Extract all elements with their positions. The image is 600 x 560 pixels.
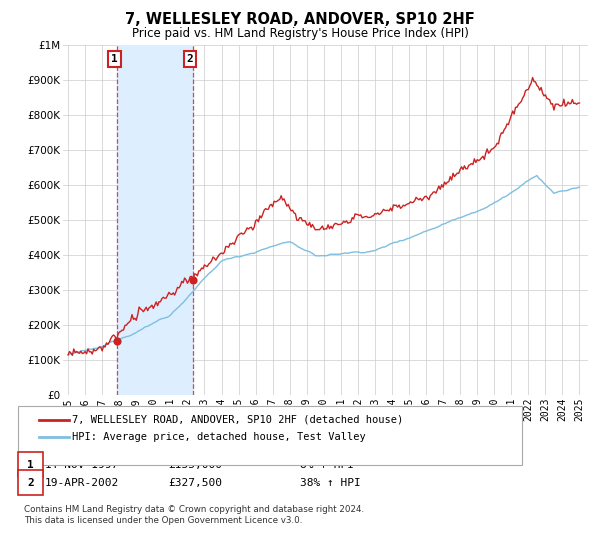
Text: HPI: Average price, detached house, Test Valley: HPI: Average price, detached house, Test…: [72, 432, 366, 442]
Text: 2: 2: [187, 54, 193, 64]
Text: 2: 2: [27, 478, 34, 488]
Text: 1: 1: [27, 460, 34, 470]
Text: 14-NOV-1997: 14-NOV-1997: [45, 460, 119, 470]
Text: Price paid vs. HM Land Registry's House Price Index (HPI): Price paid vs. HM Land Registry's House …: [131, 27, 469, 40]
Text: 38% ↑ HPI: 38% ↑ HPI: [300, 478, 361, 488]
Point: [112, 336, 122, 345]
Text: 1: 1: [111, 54, 118, 64]
Text: 19-APR-2002: 19-APR-2002: [45, 478, 119, 488]
Text: 7, WELLESLEY ROAD, ANDOVER, SP10 2HF: 7, WELLESLEY ROAD, ANDOVER, SP10 2HF: [125, 12, 475, 27]
Text: £155,000: £155,000: [168, 460, 222, 470]
Text: 8% ↑ HPI: 8% ↑ HPI: [300, 460, 354, 470]
Point: [188, 276, 197, 284]
Text: 7, WELLESLEY ROAD, ANDOVER, SP10 2HF (detached house): 7, WELLESLEY ROAD, ANDOVER, SP10 2HF (de…: [72, 415, 403, 425]
Text: Contains HM Land Registry data © Crown copyright and database right 2024.
This d: Contains HM Land Registry data © Crown c…: [24, 505, 364, 525]
Text: £327,500: £327,500: [168, 478, 222, 488]
Bar: [117, 45, 193, 395]
